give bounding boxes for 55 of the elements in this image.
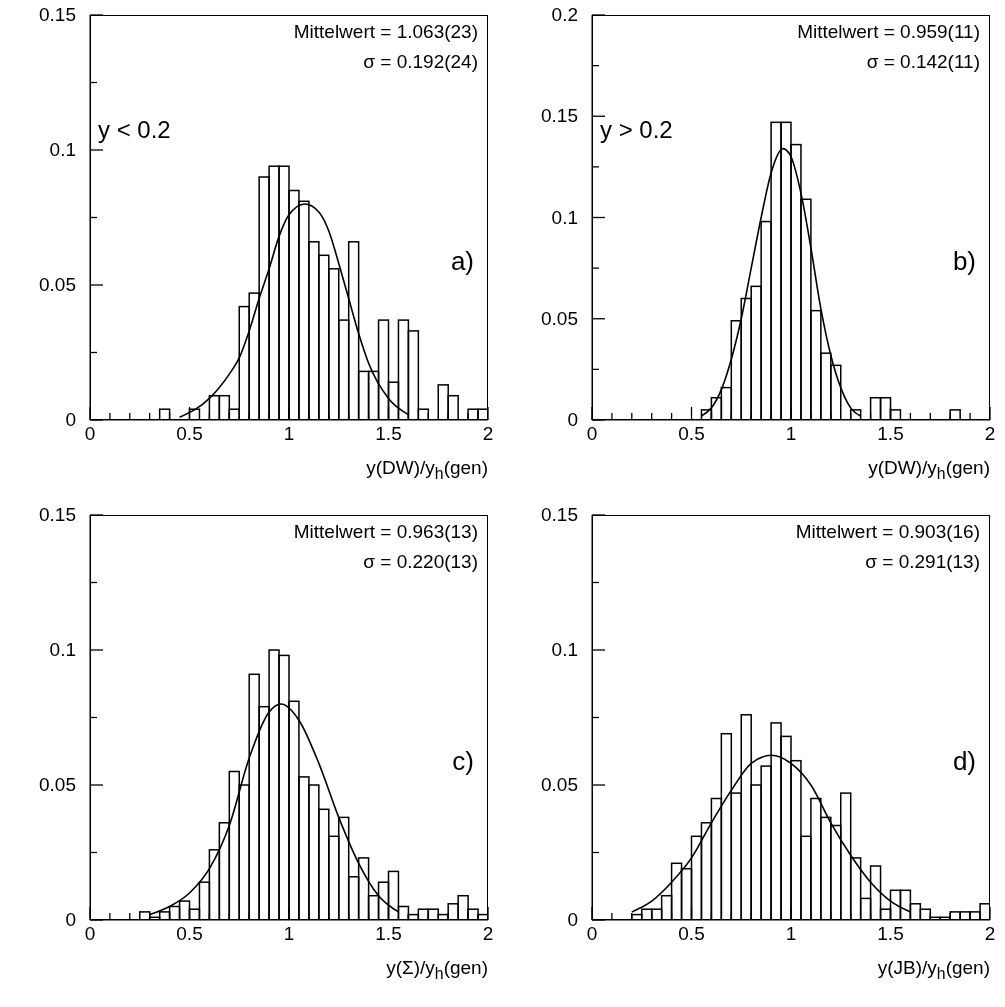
annotation: c) — [452, 745, 474, 777]
x-tick-label: 1.5 — [877, 923, 904, 944]
x-tick-label: 0.5 — [678, 423, 705, 444]
x-tick-label: 1 — [283, 923, 295, 944]
x-tick-label: 0 — [84, 423, 96, 444]
x-tick-label: 1.5 — [877, 423, 904, 444]
y-tick-label: 0.05 — [39, 774, 76, 795]
y-tick-label: 0 — [65, 909, 76, 930]
x-tick-label: 2 — [482, 923, 494, 944]
annotation: σ = 0.142(11) — [866, 51, 980, 73]
y-tick-label: 0.15 — [541, 504, 578, 525]
y-tick-label: 0.15 — [541, 105, 578, 127]
x-tick-label: 0.5 — [176, 423, 203, 444]
y-tick-label: 0.15 — [39, 504, 76, 525]
annotation: σ = 0.220(13) — [363, 551, 478, 573]
annotation: d) — [952, 745, 976, 777]
y-tick-label: 0.1 — [49, 639, 76, 660]
x-tick-label: 1 — [283, 423, 295, 444]
x-tick-label: 0 — [84, 923, 96, 944]
annotation: a) — [450, 245, 474, 277]
y-tick-label: 0.2 — [551, 4, 578, 25]
x-tick-label: 2 — [482, 423, 494, 444]
x-tick-label: 2 — [984, 423, 996, 444]
y-tick-label: 0.1 — [551, 206, 578, 228]
y-tick-label: 0.05 — [541, 774, 578, 795]
x-tick-label: 1.5 — [375, 423, 402, 444]
x-tick-label: 0.5 — [176, 923, 203, 944]
x-axis-title: y(DW)/y$_{h}$(gen) — [868, 457, 990, 483]
annotation: σ = 0.192(24) — [363, 51, 478, 73]
x-axis-title: y(JB)/y$_{h}$(gen) — [877, 957, 990, 983]
x-axis-title: y(DW)/y$_{h}$(gen) — [366, 457, 488, 483]
x-tick-label: 0.5 — [678, 923, 705, 944]
y-tick-label: 0.05 — [39, 274, 76, 295]
annotation: b) — [952, 245, 976, 277]
x-tick-label: 1 — [785, 923, 797, 944]
y-tick-label: 0.1 — [49, 139, 76, 160]
y-tick-label: 0.1 — [551, 639, 578, 660]
y-tick-label: 0.15 — [39, 4, 76, 25]
x-tick-label: 1 — [785, 423, 797, 444]
annotation: Mittelwert = 1.063(23) — [293, 21, 478, 43]
annotation: Mittelwert = 0.963(13) — [293, 521, 478, 543]
x-tick-label: 1.5 — [375, 923, 402, 944]
annotation: Mittelwert = 0.959(11) — [797, 21, 980, 43]
annotation: Mittelwert = 0.903(16) — [795, 521, 980, 543]
x-axis-title: y(Σ)/y$_{h}$(gen) — [386, 957, 488, 983]
annotation: y > 0.2 — [600, 116, 673, 145]
x-tick-label: 2 — [984, 923, 996, 944]
y-tick-label: 0 — [567, 409, 578, 430]
annotation: y < 0.2 — [98, 116, 171, 145]
x-tick-label: 0 — [586, 923, 598, 944]
y-tick-label: 0 — [65, 409, 76, 430]
annotation: σ = 0.291(13) — [865, 551, 980, 573]
x-tick-label: 0 — [586, 423, 598, 444]
y-tick-label: 0 — [567, 909, 578, 930]
y-tick-label: 0.05 — [541, 307, 578, 329]
